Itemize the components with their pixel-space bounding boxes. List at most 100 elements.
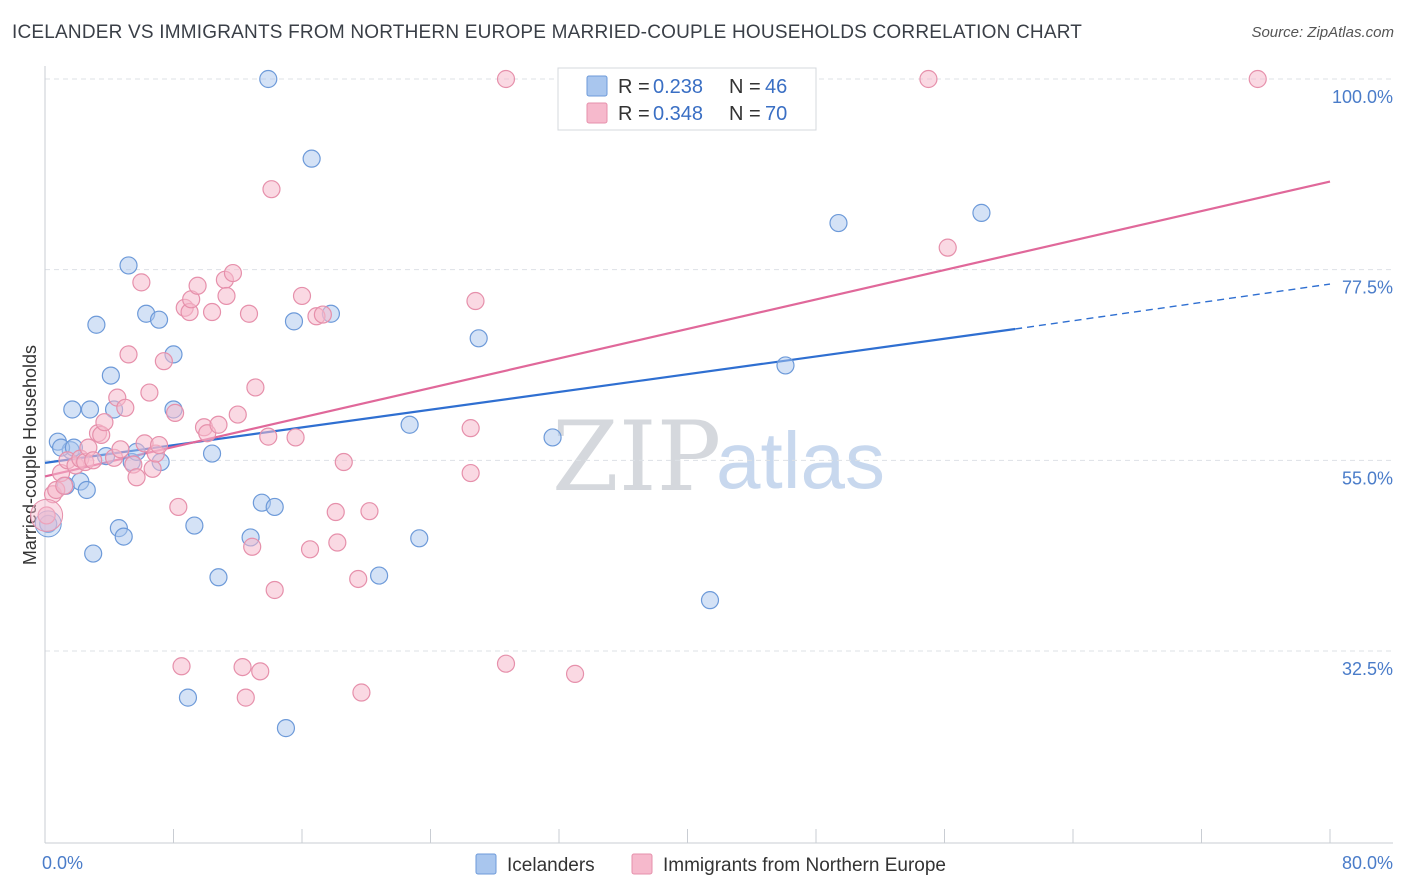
point-immigrants-63 xyxy=(462,420,479,437)
y-axis-label: Married-couple Households xyxy=(20,345,40,565)
point-immigrants-38 xyxy=(210,416,227,433)
series-icelanders xyxy=(35,71,990,737)
point-immigrants-13 xyxy=(96,414,113,431)
point-icelanders-37 xyxy=(371,567,388,584)
legend-r-value-1: 0.238 xyxy=(653,76,703,98)
point-immigrants-65 xyxy=(467,293,484,310)
point-immigrants-28 xyxy=(167,404,184,421)
point-icelanders-38 xyxy=(401,416,418,433)
point-immigrants-53 xyxy=(294,287,311,304)
legend-n-value-1: 46 xyxy=(765,76,787,98)
point-immigrants-46 xyxy=(244,538,261,555)
point-icelanders-34 xyxy=(285,313,302,330)
y-tick-label-0: 32.5% xyxy=(1342,659,1393,679)
point-immigrants-67 xyxy=(497,71,514,88)
point-icelanders-33 xyxy=(277,720,294,737)
point-immigrants-69 xyxy=(920,71,937,88)
point-immigrants-64 xyxy=(462,465,479,482)
point-immigrants-61 xyxy=(353,684,370,701)
point-immigrants-45 xyxy=(240,305,257,322)
point-icelanders-39 xyxy=(411,530,428,547)
point-icelanders-31 xyxy=(260,71,277,88)
y-tick-label-2: 77.5% xyxy=(1342,278,1393,298)
point-immigrants-40 xyxy=(218,287,235,304)
point-icelanders-25 xyxy=(179,689,196,706)
x-tick-label-max: 80.0% xyxy=(1342,853,1393,873)
legend-r-value-2: 0.348 xyxy=(653,103,703,125)
legend-swatch-blue xyxy=(587,76,607,96)
x-tick-label-min: 0.0% xyxy=(42,853,83,873)
point-immigrants-20 xyxy=(128,469,145,486)
point-immigrants-57 xyxy=(327,504,344,521)
point-immigrants-10 xyxy=(85,452,102,469)
bottom-legend-swatch-icelanders xyxy=(476,854,496,874)
point-immigrants-26 xyxy=(151,437,168,454)
point-immigrants-50 xyxy=(263,181,280,198)
point-immigrants-large xyxy=(31,499,63,531)
point-icelanders-28 xyxy=(210,569,227,586)
point-immigrants-21 xyxy=(133,274,150,291)
legend-swatch-pink xyxy=(587,103,607,123)
point-immigrants-24 xyxy=(144,460,161,477)
point-immigrants-70 xyxy=(939,239,956,256)
legend-n-value-2: 70 xyxy=(765,103,787,125)
point-icelanders-44 xyxy=(830,215,847,232)
point-icelanders-35 xyxy=(303,150,320,167)
point-immigrants-18 xyxy=(120,346,137,363)
point-icelanders-16 xyxy=(115,528,132,545)
gridlines xyxy=(45,79,1393,651)
legend-r-label-2: R = xyxy=(618,103,650,125)
point-immigrants-59 xyxy=(335,454,352,471)
series-immigrants xyxy=(31,71,1267,707)
point-immigrants-16 xyxy=(112,441,129,458)
point-immigrants-23 xyxy=(141,384,158,401)
point-immigrants-30 xyxy=(173,658,190,675)
correlation-legend: R = 0.238 N = 46 R = 0.348 N = 70 xyxy=(558,68,816,130)
point-immigrants-71 xyxy=(1249,71,1266,88)
y-tick-label-1: 55.0% xyxy=(1342,468,1393,488)
point-immigrants-51 xyxy=(266,581,283,598)
bottom-legend-label-immigrants: Immigrants from Northern Europe xyxy=(663,855,946,876)
point-immigrants-44 xyxy=(237,689,254,706)
legend-n-label-2: N = xyxy=(729,103,761,125)
point-icelanders-32 xyxy=(266,498,283,515)
point-immigrants-47 xyxy=(247,379,264,396)
point-immigrants-52 xyxy=(287,429,304,446)
legend-n-label-1: N = xyxy=(729,76,761,98)
point-icelanders-45 xyxy=(973,204,990,221)
point-immigrants-27 xyxy=(155,353,172,370)
point-immigrants-42 xyxy=(229,406,246,423)
point-immigrants-37 xyxy=(204,304,221,321)
point-icelanders-21 xyxy=(151,311,168,328)
scatter-chart: ZIP atlas 32.5%55.0%77.5%100.0%0.0% 80.0%… xyxy=(0,0,1406,892)
point-icelanders-43 xyxy=(777,357,794,374)
point-immigrants-66 xyxy=(497,655,514,672)
point-icelanders-9 xyxy=(81,401,98,418)
point-icelanders-11 xyxy=(85,545,102,562)
point-immigrants-68 xyxy=(567,665,584,682)
point-icelanders-27 xyxy=(204,445,221,462)
point-immigrants-49 xyxy=(260,428,277,445)
point-immigrants-29 xyxy=(170,498,187,515)
point-immigrants-41 xyxy=(224,265,241,282)
y-tick-label-3: 100.0% xyxy=(1332,87,1393,107)
point-immigrants-48 xyxy=(252,663,269,680)
watermark-zip: ZIP xyxy=(552,401,721,513)
point-immigrants-58 xyxy=(329,534,346,551)
point-immigrants-60 xyxy=(350,570,367,587)
point-immigrants-34 xyxy=(189,277,206,294)
legend-r-label-1: R = xyxy=(618,76,650,98)
point-icelanders-41 xyxy=(544,429,561,446)
point-immigrants-17 xyxy=(117,399,134,416)
trend-line-icelanders-extension xyxy=(1015,284,1330,329)
point-immigrants-4 xyxy=(56,477,73,494)
point-immigrants-43 xyxy=(234,659,251,676)
point-icelanders-26 xyxy=(186,517,203,534)
point-icelanders-42 xyxy=(701,592,718,609)
series-legend: Icelanders Immigrants from Northern Euro… xyxy=(476,854,946,876)
bottom-legend-swatch-immigrants xyxy=(632,854,652,874)
point-immigrants-62 xyxy=(361,503,378,520)
point-icelanders-40 xyxy=(470,330,487,347)
point-immigrants-56 xyxy=(314,306,331,323)
point-icelanders-3 xyxy=(64,401,81,418)
